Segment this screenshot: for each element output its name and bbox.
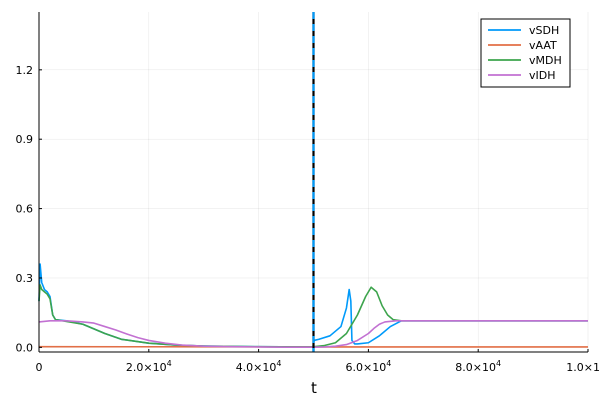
x-tick-label-base: 4.0×10: [236, 361, 277, 374]
x-tick-label-base: 8.0×10: [455, 361, 496, 374]
x-tick-label: 1.0×1: [566, 361, 600, 374]
legend-label-vMDH: vMDH: [529, 54, 562, 67]
x-tick-labels: 0 2.0×104 4.0×104 6.0×104 8.0×104 1.0×1: [36, 359, 600, 374]
x-tick-label: 0: [36, 361, 43, 374]
x-tick-label-base: 1.0×1: [566, 361, 600, 374]
legend-label-vAAT: vAAT: [529, 39, 557, 52]
x-tick-label-base: 0: [36, 361, 43, 374]
x-tick-label: 6.0×104: [345, 359, 391, 374]
x-tick-label: 4.0×104: [236, 359, 282, 374]
x-tick-label: 2.0×104: [126, 359, 172, 374]
x-tick-label-base: 6.0×10: [345, 361, 386, 374]
x-tick-label-base: 2.0×10: [126, 361, 167, 374]
x-tick-label-exponent: 4: [276, 359, 281, 368]
y-tick-label: 0.9: [16, 133, 34, 146]
y-tick-label: 0.0: [16, 341, 34, 354]
legend-label-vIDH: vIDH: [529, 69, 556, 82]
x-axis-title: t: [311, 379, 317, 397]
x-tick-label-exponent: 4: [167, 359, 172, 368]
y-tick-labels: 0.0 0.3 0.6 0.9 1.2: [16, 64, 34, 355]
x-tick-label-exponent: 4: [386, 359, 391, 368]
axes: [38, 12, 589, 353]
y-tick-label: 0.6: [16, 203, 34, 216]
series-line-vIDH: [38, 319, 588, 348]
x-tick-label-exponent: 4: [496, 359, 501, 368]
x-tick-label: 8.0×104: [455, 359, 501, 374]
y-tick-label: 0.3: [16, 272, 34, 285]
y-tick-label: 1.2: [16, 64, 34, 77]
legend-label-vSDH: vSDH: [529, 24, 559, 37]
legend: vSDH vAAT vMDH vIDH: [480, 18, 571, 88]
